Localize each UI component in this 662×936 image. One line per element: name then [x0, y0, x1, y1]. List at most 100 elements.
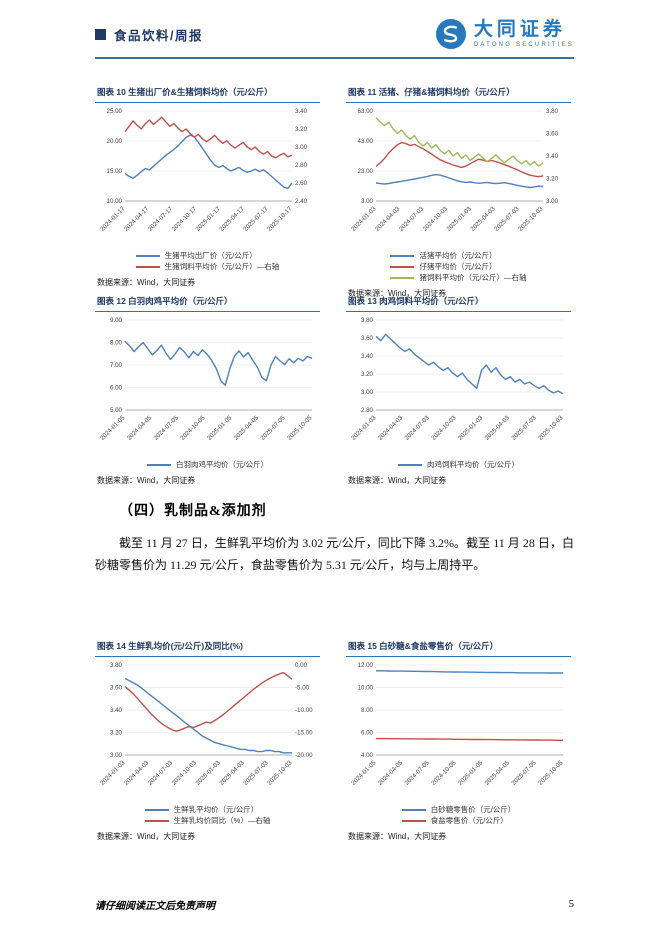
figure-11-source: 数据来源：Wind，大同证券 — [348, 289, 447, 298]
figure-14-plot: 3.80 3.60 3.40 3.20 3.00 0.00 -5.00 -10.00 -15.0… — [95, 659, 320, 804]
svg-text:2025-04-05: 2025-04-05 — [484, 759, 512, 787]
legend-label: 生鲜乳均价同比（%）—右轴 — [173, 816, 271, 825]
legend-item: 活猪平均价（元/公斤） — [390, 250, 526, 261]
svg-text:3.00: 3.00 — [546, 198, 559, 205]
svg-text:-10.00: -10.00 — [295, 707, 313, 714]
svg-text:2024-04-05: 2024-04-05 — [377, 759, 405, 787]
legend-line-swatch — [390, 276, 415, 279]
svg-text:2025-10-05: 2025-10-05 — [537, 759, 565, 787]
legend-item: 肉鸡饲料平均价（元/公斤） — [397, 459, 520, 470]
svg-text:-20.00: -20.00 — [295, 752, 313, 759]
figure-11-legend: 活猪平均价（元/公斤） 仔猪平均价（元/公斤） 猪饲料平均价（元/公斤）—右轴 — [390, 250, 527, 283]
svg-text:5.00: 5.00 — [110, 407, 123, 414]
chart-row-2: 图表 12 白羽肉鸡平均价（元/公斤） 9.00 8.00 7.00 6.00 5.00… — [95, 293, 571, 486]
legend-item: 仔猪平均价（元/公斤） — [390, 261, 526, 272]
svg-text:3.60: 3.60 — [546, 131, 559, 138]
legend-line-swatch — [144, 808, 169, 811]
svg-text:2024-04-05: 2024-04-05 — [126, 414, 154, 442]
figure-15: 图表 15 白砂糖&食盐零售价（元/公斤） 12.00 10.00 8.00 6.00… — [346, 638, 571, 842]
page-footer: 请仔细阅读正文后免责声明 5 — [95, 897, 574, 912]
svg-text:2024-10-05: 2024-10-05 — [430, 759, 458, 787]
legend-item: 生猪平均出厂价（元/公斤） — [135, 250, 280, 261]
svg-text:2025-07-05: 2025-07-05 — [259, 414, 287, 442]
svg-text:2.80: 2.80 — [361, 407, 374, 414]
svg-text:2024-01-05: 2024-01-05 — [99, 414, 127, 442]
figure-10-source: 数据来源：Wind，大同证券 — [97, 278, 196, 287]
svg-text:2025-10-05: 2025-10-05 — [286, 414, 314, 442]
figure-12-title: 图表 12 白羽肉鸡平均价（元/公斤） — [95, 293, 320, 312]
legend-item: 白羽肉鸡平均价（元/公斤） — [146, 459, 269, 470]
figure-13-title: 图表 13 肉鸡饲料平均价（元/公斤） — [346, 293, 571, 312]
svg-text:2024-07-03: 2024-07-03 — [404, 414, 432, 442]
figure-11-title: 图表 11 活猪、仔猪&猪饲料均价（元/公斤） — [346, 84, 571, 103]
legend-line-swatch — [390, 254, 415, 257]
brand-logo-block: 大同证券 DATONG SECURITIES — [435, 18, 574, 50]
svg-text:3.00: 3.00 — [361, 389, 374, 396]
figure-12-legend: 白羽肉鸡平均价（元/公斤） — [146, 459, 269, 470]
legend-line-swatch — [397, 463, 422, 466]
svg-text:0.00: 0.00 — [295, 662, 308, 669]
svg-text:8.00: 8.00 — [110, 340, 123, 347]
svg-text:3.00: 3.00 — [361, 198, 374, 205]
svg-text:-5.00: -5.00 — [295, 685, 310, 692]
svg-text:2024-07-05: 2024-07-05 — [404, 759, 432, 787]
svg-text:3.20: 3.20 — [546, 176, 559, 183]
report-type-block: 食品饮料/周报 — [95, 25, 203, 44]
legend-label: 猪饲料平均价（元/公斤）—右轴 — [419, 273, 527, 282]
datong-logo-icon — [435, 19, 466, 49]
svg-text:3.20: 3.20 — [110, 730, 123, 737]
brand-text: 大同证券 DATONG SECURITIES — [473, 18, 574, 48]
svg-text:3.40: 3.40 — [546, 153, 559, 160]
svg-text:10.00: 10.00 — [107, 198, 123, 205]
svg-text:7.00: 7.00 — [110, 362, 123, 369]
legend-item: 食盐零售价（元/公斤） — [401, 815, 516, 826]
bullet-square-icon — [95, 28, 106, 40]
legend-label: 生猪饲料平均价（元/公斤）—右轴 — [164, 262, 280, 271]
figure-13-plot: 3.80 3.60 3.40 3.20 3.00 2.80 2024-01-03 2024-0… — [346, 314, 571, 459]
figure-12: 图表 12 白羽肉鸡平均价（元/公斤） 9.00 8.00 7.00 6.00 5.00… — [95, 293, 320, 486]
legend-label: 活猪平均价（元/公斤） — [419, 251, 497, 260]
svg-text:2025-01-05: 2025-01-05 — [206, 414, 234, 442]
svg-text:2025-10-17: 2025-10-17 — [266, 205, 294, 233]
svg-text:4.00: 4.00 — [361, 752, 374, 759]
legend-line-swatch — [135, 265, 160, 268]
svg-text:-15.00: -15.00 — [295, 730, 313, 737]
svg-text:2.80: 2.80 — [295, 162, 308, 169]
svg-text:63.00: 63.00 — [358, 108, 374, 115]
legend-line-swatch — [144, 819, 169, 822]
svg-text:2025-01-03: 2025-01-03 — [457, 414, 485, 442]
svg-text:2025-10-03: 2025-10-03 — [517, 205, 545, 233]
figure-15-source: 数据来源：Wind，大同证券 — [348, 832, 447, 841]
legend-label: 生鲜乳平均价（元/公斤） — [173, 805, 259, 814]
svg-text:3.60: 3.60 — [361, 335, 374, 342]
figure-15-legend: 白砂糖零售价（元/公斤） 食盐零售价（元/公斤） — [401, 804, 516, 826]
legend-item: 猪饲料平均价（元/公斤）—右轴 — [390, 272, 527, 283]
brand-name: 大同证券 — [473, 18, 566, 40]
svg-text:2025-07-05: 2025-07-05 — [510, 759, 538, 787]
figure-12-plot: 9.00 8.00 7.00 6.00 5.00 2024-01-05 2024-04-05… — [95, 314, 320, 459]
svg-text:3.00: 3.00 — [295, 144, 308, 151]
legend-line-swatch — [390, 265, 415, 268]
svg-text:25.00: 25.00 — [107, 108, 123, 115]
legend-label: 肉鸡饲料平均价（元/公斤） — [426, 460, 520, 469]
legend-line-swatch — [401, 808, 426, 811]
svg-text:2024-04-03: 2024-04-03 — [377, 414, 405, 442]
svg-text:2025-10-03: 2025-10-03 — [266, 759, 294, 787]
legend-item: 生鲜乳平均价（元/公斤） — [144, 804, 271, 815]
figure-10: 图表 10 生猪出厂价&生猪饲料均价（元/公斤） 25.00 20.00 15.00… — [95, 84, 320, 299]
svg-text:3.20: 3.20 — [295, 126, 308, 133]
svg-text:2024-01-03: 2024-01-03 — [350, 414, 378, 442]
legend-line-swatch — [146, 463, 171, 466]
legend-label: 白羽肉鸡平均价（元/公斤） — [175, 460, 269, 469]
figure-15-title: 图表 15 白砂糖&食盐零售价（元/公斤） — [346, 638, 571, 657]
svg-text:43.00: 43.00 — [358, 138, 374, 145]
svg-text:12.00: 12.00 — [358, 662, 374, 669]
figure-10-legend: 生猪平均出厂价（元/公斤） 生猪饲料平均价（元/公斤）—右轴 — [135, 250, 280, 272]
page-number: 5 — [568, 899, 574, 910]
figure-13-source: 数据来源：Wind，大同证券 — [348, 476, 447, 485]
svg-text:3.80: 3.80 — [546, 108, 559, 115]
legend-line-swatch — [401, 819, 426, 822]
svg-text:3.20: 3.20 — [361, 371, 374, 378]
svg-text:2024-07-05: 2024-07-05 — [153, 414, 181, 442]
figure-13-legend: 肉鸡饲料平均价（元/公斤） — [397, 459, 520, 470]
